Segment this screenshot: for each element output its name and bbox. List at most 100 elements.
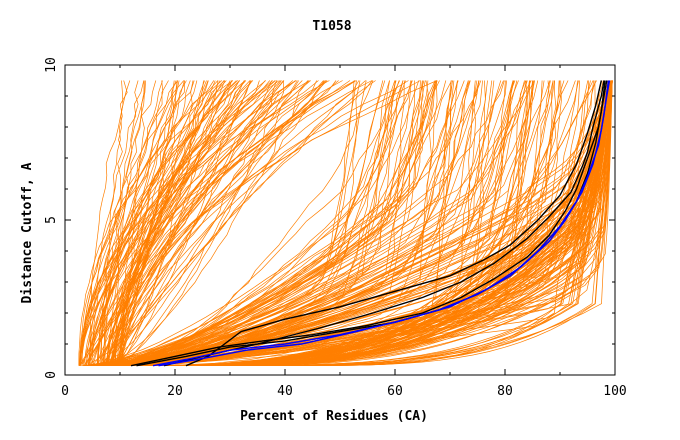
model-curve: [114, 80, 551, 367]
model-curve: [108, 80, 337, 366]
model-curve: [113, 80, 373, 366]
model-curve: [79, 80, 175, 366]
model-curve: [112, 80, 284, 367]
highlighted-curve-blue: [158, 80, 611, 367]
model-curve: [215, 80, 613, 367]
model-curve: [119, 80, 413, 367]
highlighted-curve-black: [185, 80, 602, 367]
model-curve: [85, 80, 412, 367]
model-curve: [111, 80, 376, 366]
model-curve: [113, 80, 356, 366]
model-curve: [267, 80, 613, 367]
model-curve: [78, 80, 276, 366]
model-curve: [114, 80, 409, 366]
model-curve: [119, 80, 613, 367]
model-curve: [120, 80, 299, 366]
x-tick-label: 20: [167, 384, 183, 399]
y-tick-label: 0: [44, 371, 59, 379]
model-curve: [101, 80, 514, 367]
model-curve: [226, 80, 613, 367]
model-curve: [202, 80, 613, 367]
model-curve: [84, 80, 247, 366]
model-curve: [105, 80, 429, 367]
model-curve: [98, 80, 277, 367]
model-curve: [89, 80, 145, 366]
model-curve: [103, 80, 128, 366]
model-curve: [117, 80, 613, 367]
model-curve: [85, 80, 447, 367]
model-curve: [89, 80, 131, 366]
model-curve: [83, 80, 597, 367]
model-curve: [120, 80, 328, 366]
model-curve: [102, 80, 252, 366]
model-curve: [78, 80, 223, 366]
model-curve: [134, 80, 505, 367]
x-tick-label: 100: [603, 384, 626, 399]
model-curve: [96, 80, 527, 367]
model-curve: [80, 80, 195, 366]
model-curve: [111, 80, 296, 366]
model-curve: [104, 80, 260, 366]
model-curve: [96, 80, 267, 366]
model-curve: [119, 80, 406, 367]
model-curve: [94, 80, 551, 367]
model-curve: [81, 80, 296, 366]
y-axis-label: Distance Cutoff, A: [20, 162, 35, 303]
model-curve: [81, 80, 245, 366]
axis-ticks: 0 20 40 60 80 100 0 5 10: [44, 57, 627, 399]
model-curve: [98, 80, 438, 367]
model-curve: [148, 80, 480, 367]
model-curve: [79, 80, 215, 366]
model-curve: [118, 80, 469, 367]
model-curve: [81, 80, 241, 366]
x-tick-label: 40: [277, 384, 293, 399]
model-curve: [96, 80, 507, 367]
model-curve: [140, 80, 539, 367]
model-curve: [144, 80, 488, 367]
model-curve: [93, 80, 390, 367]
model-curve: [122, 80, 163, 366]
model-curve: [114, 80, 613, 367]
model-curve: [90, 80, 436, 367]
model-curve: [86, 80, 325, 366]
x-axis-label: Percent of Residues (CA): [240, 409, 428, 424]
model-curve: [116, 80, 294, 366]
model-curve: [91, 80, 274, 366]
model-curve: [86, 80, 404, 367]
model-curve: [124, 80, 602, 367]
y-tick-label: 10: [44, 57, 59, 73]
chart-title: T1058: [312, 19, 351, 34]
model-curve: [98, 80, 438, 367]
model-curve: [82, 80, 198, 366]
model-curve: [113, 80, 207, 366]
model-curve: [119, 80, 164, 366]
highlighted-curve-black: [130, 80, 608, 367]
highlighted-curve-black: [163, 80, 605, 367]
model-curve: [99, 80, 528, 367]
model-curve: [80, 80, 179, 366]
model-curve: [114, 80, 224, 366]
model-curve: [79, 80, 280, 366]
model-curve: [107, 80, 360, 366]
x-tick-label: 60: [387, 384, 403, 399]
model-curve: [210, 80, 613, 367]
model-curve: [91, 80, 185, 366]
model-curve: [104, 80, 145, 366]
model-curve: [120, 80, 401, 367]
model-curve: [166, 80, 613, 367]
x-tick-label: 80: [497, 384, 513, 399]
model-curve: [138, 80, 429, 367]
model-curve: [184, 80, 613, 367]
model-curve: [131, 80, 471, 367]
y-tick-label: 5: [44, 216, 59, 224]
model-curve: [96, 80, 177, 366]
model-curve: [86, 80, 266, 366]
highlighted-curves: [130, 80, 611, 367]
model-curve: [115, 80, 124, 366]
model-curve: [203, 80, 613, 367]
model-curve: [104, 80, 437, 367]
model-curve: [98, 80, 367, 367]
model-curve: [99, 80, 596, 367]
